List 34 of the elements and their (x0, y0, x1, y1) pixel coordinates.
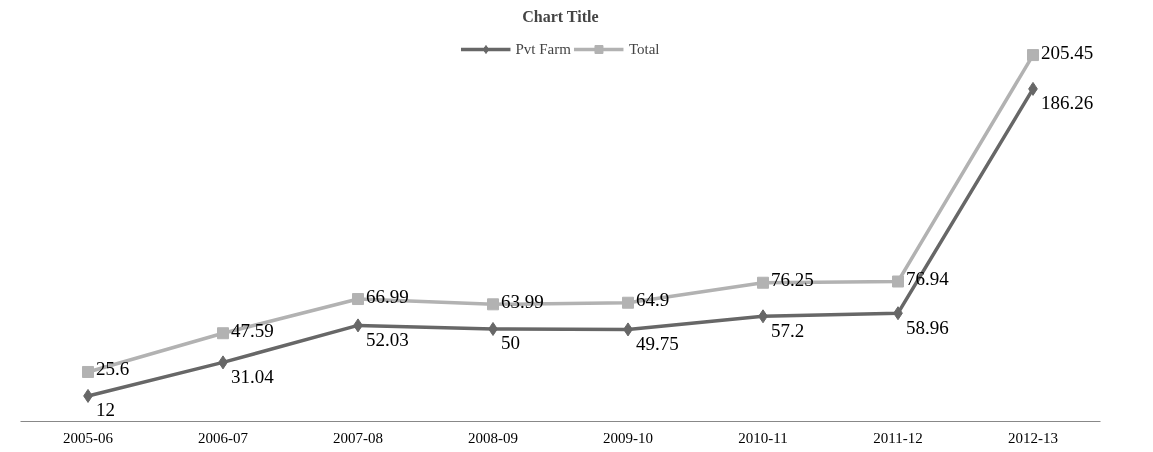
point (487, 298, 499, 311)
x-tick-label: 2006-07 (198, 429, 249, 446)
chart-title: Chart Title (522, 7, 599, 25)
data-label: 12 (96, 399, 115, 421)
data-label: 31.04 (231, 365, 275, 387)
data-label: 52.03 (366, 328, 409, 350)
x-tick-label: 2010-11 (738, 429, 788, 446)
x-tick-label: 2012-13 (1008, 429, 1058, 446)
point (1027, 49, 1039, 62)
data-label: 66.99 (366, 285, 409, 307)
point (352, 293, 364, 306)
point (82, 365, 94, 378)
data-label: 63.99 (501, 290, 544, 312)
x-tick-label: 2008-09 (468, 429, 518, 446)
legend-label: Total (628, 40, 660, 58)
data-label: 25.6 (96, 358, 130, 380)
legend-label: Pvt Farm (515, 40, 571, 58)
data-label: 58.96 (906, 316, 949, 338)
data-label: 64.9 (636, 289, 670, 311)
x-tick-label: 2005-06 (63, 429, 114, 446)
point (217, 327, 229, 340)
data-label: 50 (501, 332, 520, 354)
data-label: 49.75 (636, 332, 679, 354)
point (757, 276, 769, 289)
point (892, 275, 904, 288)
x-tick-label: 2011-12 (873, 429, 923, 446)
x-tick-label: 2009-10 (603, 429, 653, 446)
data-label: 76.25 (771, 269, 814, 291)
data-label: 186.26 (1041, 92, 1094, 114)
point (622, 296, 634, 309)
x-tick-label: 2007-08 (333, 429, 383, 446)
data-label: 47.59 (231, 319, 274, 341)
data-label: 57.2 (771, 319, 805, 341)
data-label: 205.45 (1041, 41, 1094, 63)
